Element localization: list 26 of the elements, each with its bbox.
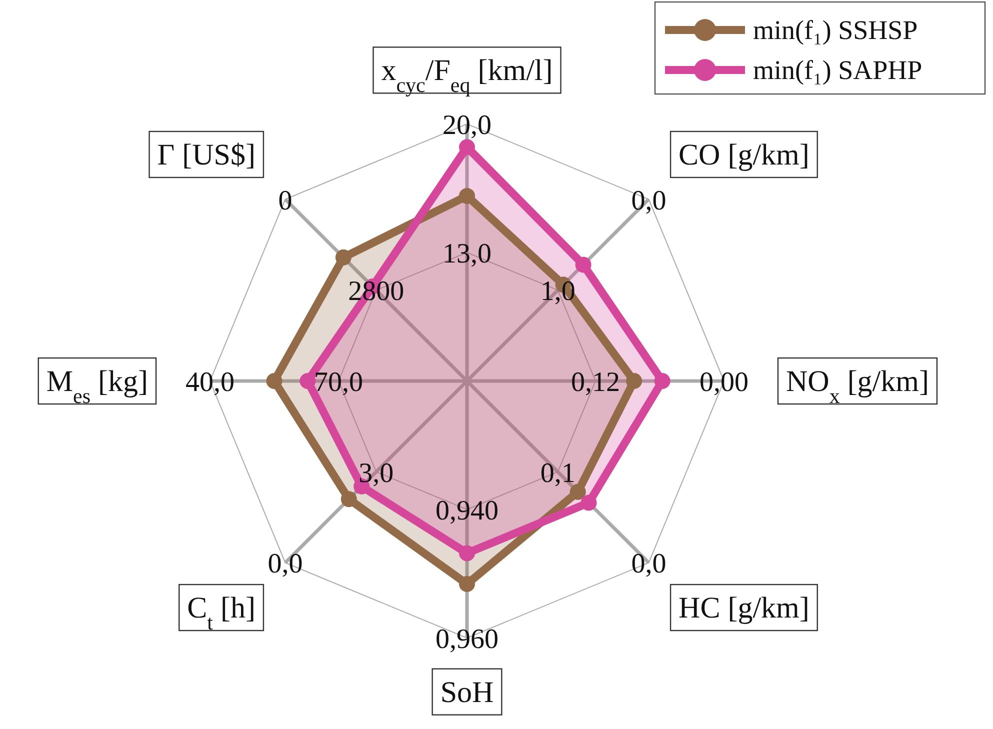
spoke-label: NO$_{x}$ [g/km] [786, 365, 929, 408]
legend-label: min(f₁) SSHSP [753, 15, 918, 45]
spoke-label: M$_{es}$ [kg] [46, 365, 148, 408]
text: 0,940 [436, 496, 498, 526]
text: 2800 [348, 276, 404, 308]
text: 20,0 [442, 110, 492, 141]
spoke-label: Γ [US$] [157, 138, 256, 172]
spoke-label: x$_{cyc}$/F$_{eq}$ [km/l] [381, 54, 553, 98]
text: 0,00 [700, 367, 748, 398]
text: 3,0 [358, 458, 394, 489]
text: 13,0 [442, 238, 492, 270]
text: 70,0 [314, 367, 363, 398]
text: 0,1 [540, 458, 576, 489]
text: 0,0 [268, 548, 303, 580]
text: 0,12 [571, 367, 620, 398]
spoke-label: C$_{t}$ [h] [187, 592, 256, 635]
legend-label: min(f₁) SAPHP [753, 55, 922, 85]
spoke-label: CO [g/km] [678, 138, 810, 172]
text: 1,0 [540, 276, 576, 308]
spoke-label: SoH [440, 676, 494, 709]
spoke-label: HC [g/km] [678, 592, 810, 625]
text: 40,0 [186, 367, 234, 398]
text: 0 [278, 185, 292, 216]
text: 0,960 [436, 624, 498, 655]
text: 0,0 [631, 185, 666, 216]
text: 0,0 [631, 548, 666, 580]
